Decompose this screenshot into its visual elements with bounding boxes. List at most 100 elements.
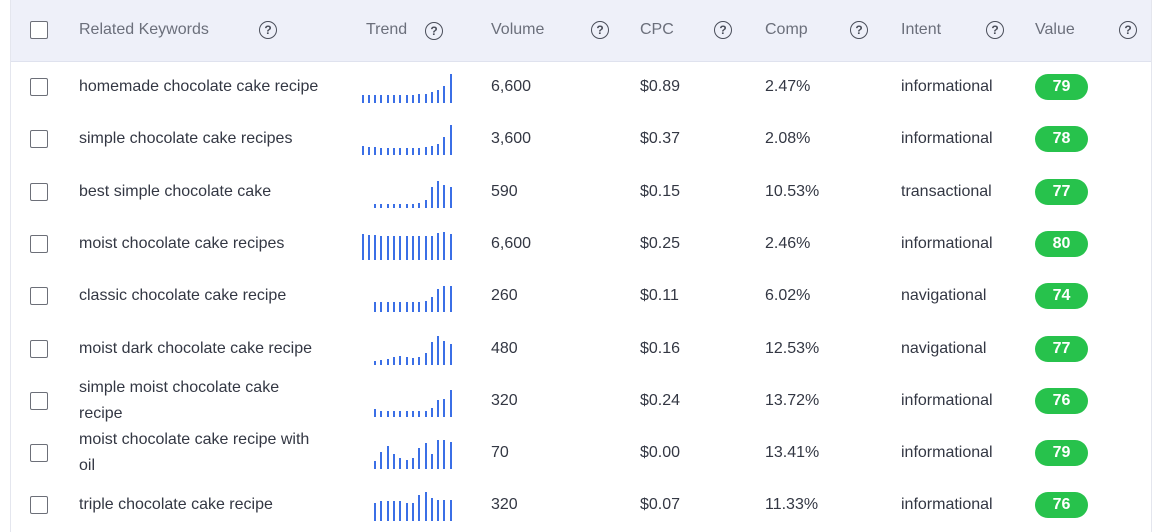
table-row[interactable]: moist chocolate cake recipes 6,600 $0.25 2.… xyxy=(11,218,1151,270)
row-checkbox[interactable] xyxy=(30,496,48,515)
trend-bar xyxy=(386,446,389,470)
volume-value: 320 xyxy=(491,391,518,409)
cpc-value: $0.24 xyxy=(640,391,681,409)
volume-help-icon[interactable]: ? xyxy=(591,21,609,39)
trend-bar xyxy=(405,235,408,260)
trend-bar xyxy=(424,492,427,522)
trend-bar xyxy=(437,440,440,470)
volume-value: 320 xyxy=(491,496,518,514)
header-volume[interactable]: Volume xyxy=(491,21,545,38)
table-row[interactable]: simple moist chocolate cake recipe 320 $0.… xyxy=(11,375,1151,427)
row-checkbox[interactable] xyxy=(30,182,48,201)
value-badge: 76 xyxy=(1035,492,1088,519)
row-checkbox[interactable] xyxy=(30,130,48,149)
trend-bar xyxy=(399,355,402,365)
table-row[interactable]: triple chocolate cake recipe 320 $0.07 11.3… xyxy=(11,479,1151,531)
intent-value: informational xyxy=(901,234,993,252)
trend-bar xyxy=(411,148,414,156)
header-value[interactable]: Value xyxy=(1035,21,1075,38)
row-checkbox[interactable] xyxy=(30,444,48,463)
row-checkbox[interactable] xyxy=(30,339,48,358)
table-row[interactable]: moist dark chocolate cake recipe 480 $0.16… xyxy=(11,323,1151,375)
comp-value: 13.41% xyxy=(765,444,820,462)
keyword-text[interactable]: moist chocolate cake recipe with oil xyxy=(79,431,310,475)
header-comp[interactable]: Comp xyxy=(765,21,808,38)
trend-help-icon[interactable]: ? xyxy=(425,22,443,40)
value-badge: 74 xyxy=(1035,283,1088,310)
trend-bar xyxy=(367,95,370,103)
trend-bar xyxy=(418,148,421,156)
trend-bar xyxy=(411,203,414,208)
row-checkbox[interactable] xyxy=(30,391,48,410)
trend-bar xyxy=(393,356,395,365)
value-help-icon[interactable]: ? xyxy=(1119,21,1137,39)
trend-bar xyxy=(449,125,452,156)
comp-value: 11.33% xyxy=(765,496,819,514)
cpc-value: $0.15 xyxy=(640,182,681,200)
cpc-value: $0.07 xyxy=(640,496,681,514)
trend-bar xyxy=(443,440,446,470)
trend-bar xyxy=(374,360,377,365)
trend-bar xyxy=(393,95,395,103)
trend-bar xyxy=(411,458,414,470)
trend-bar xyxy=(424,235,427,260)
trend-bar xyxy=(374,234,377,260)
table-row[interactable]: simple chocolate cake recipes 3,600 $0.37 2… xyxy=(11,113,1151,165)
trend-bar xyxy=(424,301,427,313)
table-row[interactable]: homemade chocolate cake recipe 6,600 $0.89… xyxy=(11,61,1151,113)
trend-bar xyxy=(437,90,440,103)
keyword-text[interactable]: moist chocolate cake recipes xyxy=(79,234,285,252)
trend-sparkline xyxy=(361,71,456,103)
intent-value: informational xyxy=(901,78,993,95)
trend-bar xyxy=(430,454,433,470)
volume-value: 260 xyxy=(491,287,518,305)
header-intent[interactable]: Intent xyxy=(901,21,942,38)
keyword-text[interactable]: simple moist chocolate cake recipe xyxy=(79,378,280,422)
trend-bar xyxy=(393,454,395,470)
table-row[interactable]: best simple chocolate cake 590 $0.15 10.53%… xyxy=(11,166,1151,218)
trend-bar xyxy=(405,302,408,313)
keyword-text[interactable]: moist dark chocolate cake recipe xyxy=(79,339,312,357)
comp-help-icon[interactable]: ? xyxy=(850,21,868,39)
keyword-text[interactable]: classic chocolate cake recipe xyxy=(79,287,287,305)
trend-bar xyxy=(449,74,452,103)
table-row[interactable]: classic chocolate cake recipe 260 $0.11 6.0… xyxy=(11,270,1151,322)
intent-help-icon[interactable]: ? xyxy=(986,21,1004,39)
trend-sparkline xyxy=(366,489,456,522)
trend-bar xyxy=(443,398,446,417)
trend-bar xyxy=(380,410,383,417)
keyword-text[interactable]: homemade chocolate cake recipe xyxy=(79,78,319,95)
header-cpc[interactable]: CPC xyxy=(640,21,674,38)
keyword-text[interactable]: triple chocolate cake recipe xyxy=(79,496,273,514)
trend-bar xyxy=(418,94,421,103)
trend-bar xyxy=(386,410,389,417)
cpc-help-icon[interactable]: ? xyxy=(714,21,732,39)
intent-value: transactional xyxy=(901,182,992,200)
volume-value: 6,600 xyxy=(491,234,532,252)
row-checkbox[interactable] xyxy=(30,287,48,306)
keyword-text[interactable]: best simple chocolate cake xyxy=(79,182,272,200)
trend-bar xyxy=(411,235,414,260)
trend-bar xyxy=(393,235,395,260)
trend-bar xyxy=(374,95,377,103)
row-checkbox[interactable] xyxy=(30,234,48,253)
cpc-value: $0.37 xyxy=(640,130,681,148)
trend-bar xyxy=(418,235,421,260)
trend-bar xyxy=(424,352,427,365)
comp-value: 13.72% xyxy=(765,391,820,409)
row-checkbox[interactable] xyxy=(30,78,48,96)
header-trend[interactable]: Trend xyxy=(366,21,408,38)
trend-bar xyxy=(380,302,383,313)
trend-bar xyxy=(443,137,446,156)
trend-bar xyxy=(374,503,377,522)
keyword-text[interactable]: simple chocolate cake recipes xyxy=(79,130,293,148)
table-row[interactable]: moist chocolate cake recipe with oil 70 $0… xyxy=(11,427,1151,479)
select-all-checkbox[interactable] xyxy=(30,21,48,39)
trend-bar xyxy=(411,357,414,365)
trend-bar xyxy=(399,148,402,156)
header-keyword[interactable]: Related Keywords xyxy=(79,21,209,38)
keyword-help-icon[interactable]: ? xyxy=(259,21,277,39)
trend-bar xyxy=(430,235,433,260)
trend-bar xyxy=(437,180,440,208)
trend-bar xyxy=(424,199,427,208)
